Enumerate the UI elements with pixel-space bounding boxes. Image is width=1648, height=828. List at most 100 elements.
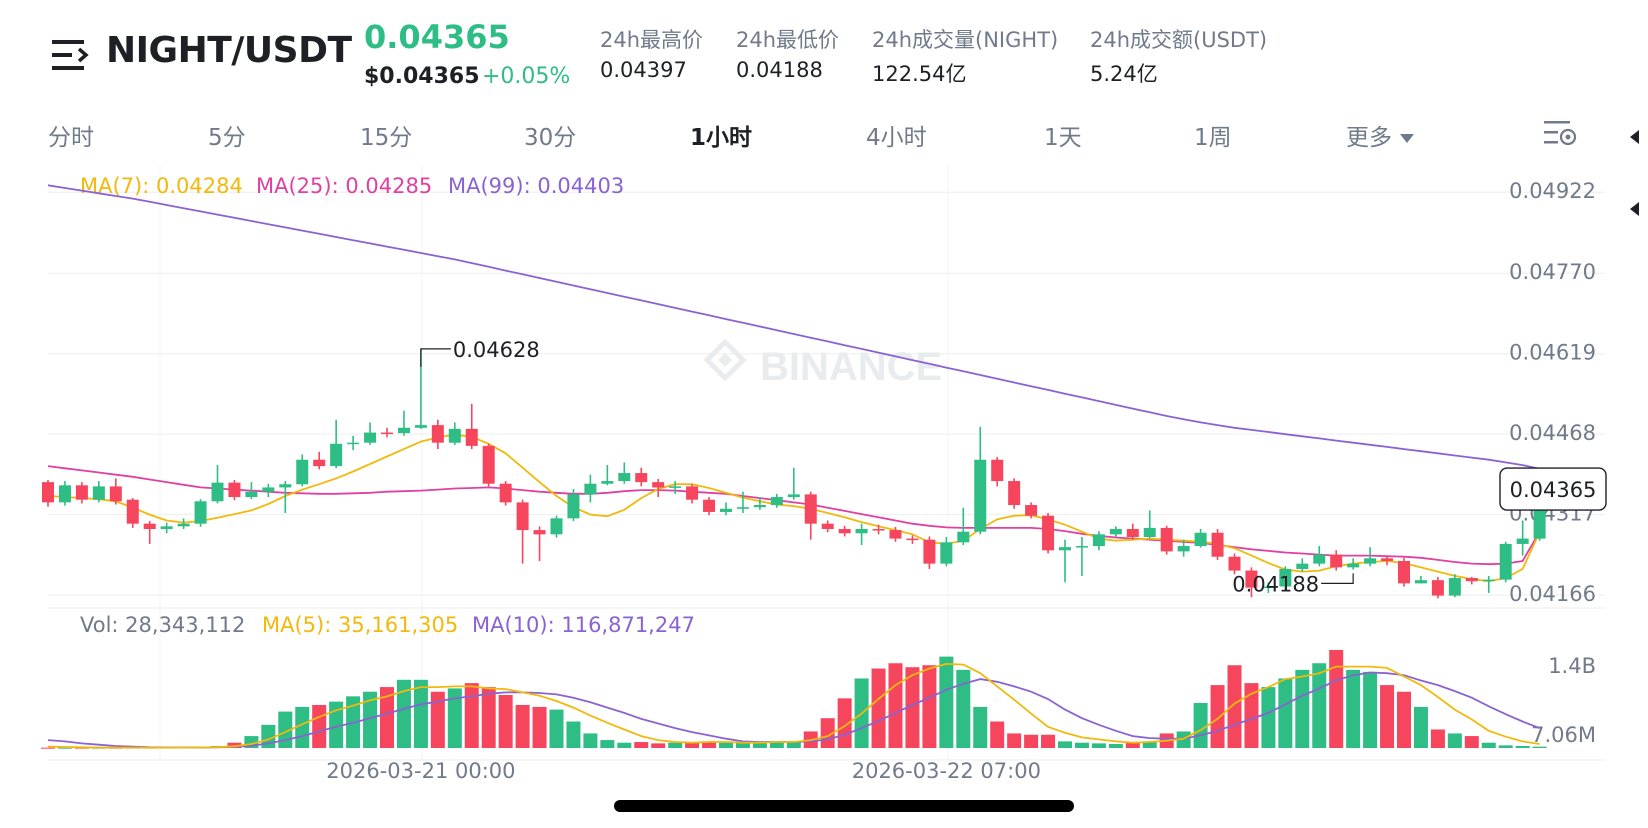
candle (194, 499, 207, 527)
candle (177, 518, 190, 530)
candle-body (550, 518, 563, 535)
volume-legend: Vol: 28,343,112 MA(5): 35,161,305 MA(10): … (80, 613, 695, 637)
candle-body (1381, 558, 1394, 561)
tab-4h[interactable]: 4小时 (866, 125, 927, 151)
candle-body (720, 508, 732, 512)
tab-15m[interactable]: 15分 (360, 125, 413, 151)
volume-axis: 1.4B 7.06M (1531, 654, 1596, 747)
candle (211, 465, 224, 504)
candle-body (1465, 578, 1478, 582)
candle-body (770, 497, 783, 506)
ma-legend-item: MA(99): 0.04403 (448, 174, 624, 198)
candle-body (1364, 558, 1377, 564)
candle-body (1075, 546, 1088, 548)
tab-1h[interactable]: 1小时 (690, 125, 753, 151)
volume-bar (990, 721, 1005, 748)
pair-title[interactable]: NIGHT/USDT (106, 30, 352, 71)
candle-body (1245, 570, 1258, 588)
stat-low-label: 24h最低价 (736, 28, 840, 52)
volume-bar (363, 691, 378, 748)
volume-bar (702, 741, 717, 748)
candle-body (635, 473, 648, 483)
tab-1d[interactable]: 1天 (1044, 125, 1082, 151)
last-price: 0.04365 (364, 18, 510, 56)
candle-body (448, 428, 461, 443)
candle-body (1347, 563, 1360, 568)
volume-bar (1397, 691, 1411, 748)
candle-body (75, 485, 88, 500)
candle-body (211, 482, 224, 502)
ma99-line (47, 184, 1540, 470)
price-chart[interactable]: BINANCE MA(7): 0.04284 MA(25): 0.04285 MA(… (0, 160, 1648, 790)
candle-body (92, 486, 105, 500)
stat-high-value: 0.04397 (600, 58, 687, 82)
volume-bar (312, 704, 327, 748)
candle (1296, 558, 1309, 572)
candle (1262, 582, 1275, 593)
candle (1126, 523, 1139, 540)
volume-tick-label: 7.06M (1531, 723, 1596, 747)
candle-body (957, 531, 970, 543)
candle-body (42, 482, 54, 503)
candle (1008, 478, 1021, 509)
candle (1092, 531, 1105, 551)
candle-body (787, 494, 800, 498)
candle-body (347, 442, 360, 445)
tab-30m[interactable]: 30分 (524, 125, 577, 151)
tab-5m[interactable]: 5分 (208, 125, 246, 151)
volume-bar (1210, 685, 1225, 748)
volume-bar (651, 743, 666, 748)
candle (431, 419, 444, 450)
candle-body (1025, 505, 1038, 516)
candle (448, 422, 461, 445)
menu-icon[interactable] (52, 38, 92, 72)
candle-body (58, 485, 71, 503)
candle (736, 491, 749, 514)
candle (109, 478, 122, 505)
volume-bar (769, 742, 784, 748)
stat-low-value: 0.04188 (736, 58, 823, 82)
stat-volume-value: 122.54亿 (872, 62, 967, 86)
tab-more[interactable]: 更多 (1346, 118, 1414, 152)
candle-body (753, 505, 766, 508)
candle-body (1431, 580, 1444, 596)
candle-body (296, 459, 309, 485)
candle-body (126, 499, 139, 524)
volume-bar (1244, 683, 1259, 748)
candle (245, 482, 258, 500)
tab-timeline[interactable]: 分时 (48, 125, 94, 151)
candle-body (1160, 527, 1173, 552)
candle (1381, 555, 1394, 566)
binance-watermark: BINANCE (760, 345, 942, 389)
volume-bar (719, 742, 733, 748)
low-marker-label: 0.04188 (1232, 572, 1319, 596)
candle (92, 481, 105, 503)
current-price-label: 0.04365 (1510, 478, 1597, 502)
candle (584, 474, 597, 503)
candle (686, 484, 699, 504)
candle (228, 479, 241, 501)
candle-body (872, 529, 885, 531)
tab-1w[interactable]: 1周 (1194, 125, 1232, 151)
candle-body (109, 486, 122, 502)
candle (1211, 529, 1224, 560)
candle (753, 497, 766, 510)
candle (516, 499, 529, 564)
caret-left-icon[interactable] (1630, 202, 1639, 216)
chart-settings-icon[interactable] (1542, 118, 1578, 148)
candle-body (381, 432, 393, 435)
volume-bar (498, 695, 513, 748)
caret-left-icon[interactable] (1630, 130, 1639, 144)
candle-body (143, 523, 156, 530)
volume-bar (922, 665, 937, 748)
volume-bar (1498, 745, 1513, 748)
candle-body (1059, 547, 1071, 551)
stat-high-label: 24h最高价 (600, 28, 704, 52)
volume-bar (1024, 734, 1039, 748)
candle-body (1194, 532, 1207, 547)
volume-bar (1295, 669, 1310, 748)
volume-bar (1481, 742, 1496, 748)
volume-legend-item: MA(10): 116,871,247 (472, 613, 695, 637)
home-indicator[interactable] (614, 800, 1074, 812)
candle (126, 498, 139, 528)
